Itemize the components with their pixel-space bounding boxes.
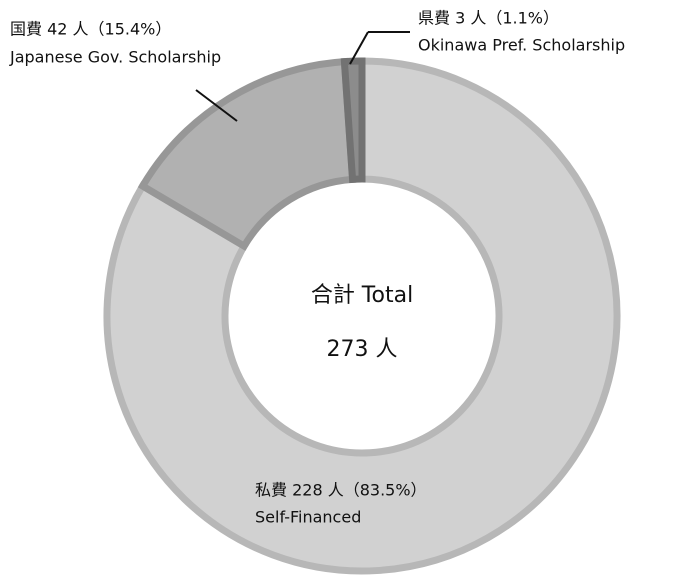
data-label: 国費 42 人（15.4%） [10,20,171,39]
category-label: Self-Financed [255,508,361,527]
leader-line [195,89,238,122]
donut-segment [103,57,621,575]
donut [103,57,621,575]
data-label: 県費 3 人（1.1%） [418,9,559,28]
category-label: Japanese Gov. Scholarship [9,48,221,67]
leader-line [349,31,369,65]
center-title: 合計 Total [311,283,413,308]
donut-segment [340,57,366,184]
center-total: 273 人 [327,337,398,362]
donut-segment [137,57,357,251]
category-label: Okinawa Pref. Scholarship [418,36,625,55]
data-label: 私費 228 人（83.5%） [255,481,427,500]
